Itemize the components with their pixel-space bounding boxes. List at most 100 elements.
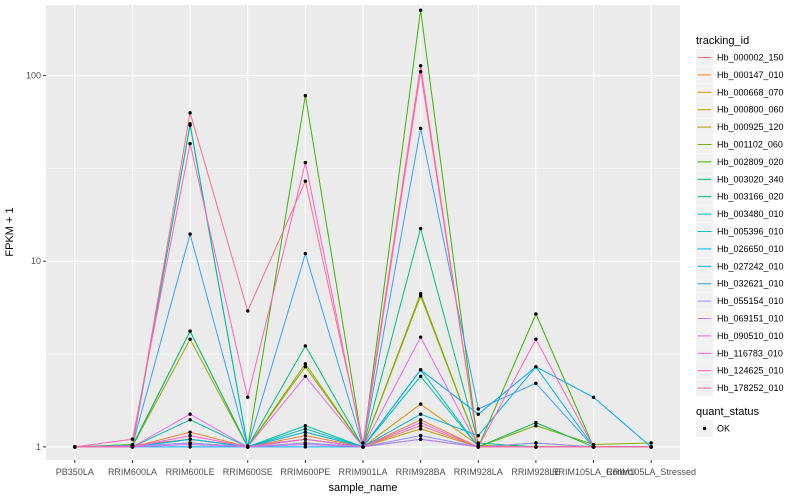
data-point [303,430,308,434]
data-point [534,441,538,445]
data-point [418,418,423,422]
x-axis: PB350LA RRIM600LA RRIM600LE RRIM600SE RRIM60… [56,460,696,477]
data-point [188,329,192,333]
legend-label: Hb_116783_010 [717,348,783,358]
legend-tracking-id: tracking_id Hb_000002_150 Hb_000147_010 Hb… [696,35,784,397]
data-point [418,126,423,131]
x-tick-label: RRIM928LA [454,467,503,477]
data-point [649,445,653,449]
data-point [303,251,308,256]
data-point [418,368,423,372]
x-tick-label: RRIM928BA [396,467,446,477]
data-point [188,418,192,422]
data-point [418,69,423,74]
data-point [188,141,192,146]
shape-legend-point [702,426,707,431]
data-point [130,437,135,441]
data-point [534,445,538,449]
data-point [188,430,192,434]
data-point [418,291,423,296]
legend-label: Hb_000002_150 [717,53,784,63]
data-point [534,424,538,428]
data-point [303,424,308,428]
data-point [303,179,308,183]
data-point [303,160,308,165]
data-point [418,433,423,438]
data-point [303,93,308,98]
legend-label: Hb_069151_010 [717,314,784,324]
data-point [303,365,308,369]
legend-label: Hb_000800_060 [717,105,784,115]
data-point [418,420,423,425]
data-point [303,427,308,431]
x-tick-label: RRIM901LA [338,467,387,477]
legend-label: Hb_055154_010 [717,296,784,306]
data-point [534,337,538,341]
data-points [73,8,653,449]
data-point [188,412,192,416]
data-point [418,335,423,339]
data-point [303,374,308,379]
data-point [188,111,192,115]
shape-legend-label: OK [717,424,730,434]
data-point [246,445,250,449]
data-point [246,309,250,313]
data-point [418,402,423,406]
data-point [303,362,308,366]
legend-label: Hb_027242_010 [717,261,784,271]
data-point [418,64,423,68]
data-point [418,412,423,416]
data-point [246,395,250,399]
data-point [361,441,365,445]
x-axis-title: sample_name [328,482,397,494]
y-axis: 1 10 100 [26,71,46,452]
data-point [418,427,423,431]
x-tick-label: RRIM600LA [108,467,157,477]
y-tick-label: 10 [31,256,41,266]
legend-label: Hb_124625_010 [717,366,784,376]
x-tick-label: RRIM928LE [511,467,560,477]
data-point [418,424,423,428]
legend-label: Hb_026650_010 [717,244,784,254]
x-tick-label: RRIM600LE [166,467,215,477]
data-point [188,232,192,236]
data-point [476,441,480,445]
data-point [534,420,538,425]
data-point [303,437,308,441]
data-point [188,337,192,341]
legend-label: Hb_000147_010 [717,70,784,80]
data-point [188,122,192,126]
data-point [188,445,192,449]
legend-quant-status: quant_status OK [696,406,759,437]
legend-label: Hb_003020_340 [717,174,784,184]
data-point [418,8,423,12]
legend-label: Hb_000925_120 [717,122,784,132]
data-point [303,433,308,438]
legend-label: Hb_005396_010 [717,227,784,237]
data-point [649,441,653,445]
shape-legend-title: quant_status [696,406,759,418]
data-point [476,445,480,449]
data-point [418,294,423,298]
data-point [303,344,308,348]
data-point [188,433,192,438]
data-point [130,444,135,448]
data-point [591,395,596,399]
legend-title: tracking_id [696,35,749,47]
data-point [418,226,423,231]
data-point [534,381,538,386]
x-tick-label: RRIM105LA_Stressed [606,467,696,477]
data-point [476,412,480,416]
x-tick-label: RRIM105LA_Control [552,467,635,477]
legend-label: Hb_090510_010 [717,331,784,341]
data-point [476,407,480,411]
legend-label: Hb_003166_020 [717,192,784,202]
legend-label: Hb_002809_020 [717,157,784,167]
data-point [418,374,423,379]
y-axis-title: FPKM + 1 [4,207,16,256]
data-point [534,312,538,316]
legend-label: Hb_003480_010 [717,209,784,219]
data-point [418,437,423,441]
data-point [534,365,538,369]
